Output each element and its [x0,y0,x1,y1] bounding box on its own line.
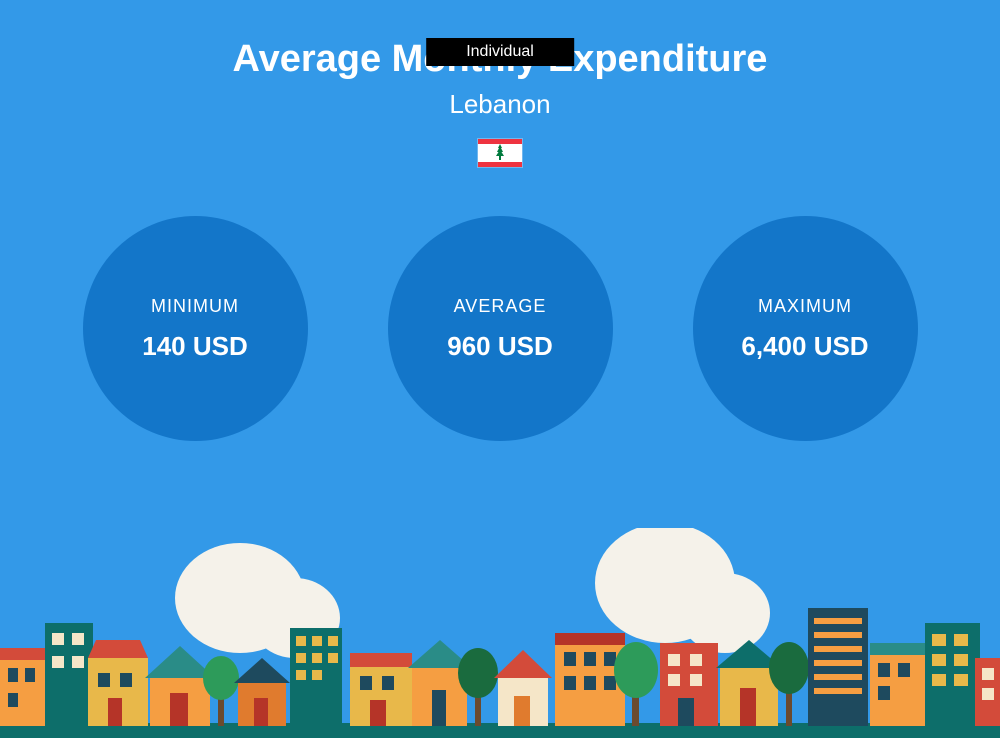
stat-maximum: MAXIMUM 6,400 USD [693,216,918,441]
flag-bottom-stripe [478,162,522,167]
stat-minimum: MINIMUM 140 USD [83,216,308,441]
stat-label: MINIMUM [151,296,239,317]
category-badge: Individual [426,38,574,66]
stat-value: 6,400 USD [741,331,868,362]
stat-value: 140 USD [142,331,248,362]
lebanon-flag-icon [477,138,523,168]
cedar-tree-icon [493,144,507,162]
stats-row: MINIMUM 140 USD AVERAGE 960 USD MAXIMUM … [0,216,1000,441]
stat-average: AVERAGE 960 USD [388,216,613,441]
country-subtitle: Lebanon [0,89,1000,120]
cityscape-illustration [0,528,1000,738]
stat-value: 960 USD [447,331,553,362]
flag-middle-stripe [478,144,522,162]
stat-label: MAXIMUM [758,296,852,317]
stat-label: AVERAGE [454,296,547,317]
